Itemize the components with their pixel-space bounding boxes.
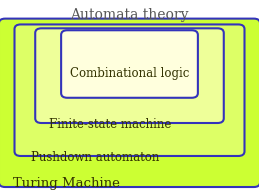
Text: Combinational logic: Combinational logic — [70, 67, 189, 80]
Text: Pushdown automaton: Pushdown automaton — [31, 151, 160, 164]
FancyBboxPatch shape — [15, 24, 244, 156]
FancyBboxPatch shape — [0, 19, 259, 187]
Text: Turing Machine: Turing Machine — [13, 177, 120, 190]
FancyBboxPatch shape — [35, 28, 224, 123]
Text: Finite-state machine: Finite-state machine — [49, 118, 171, 131]
Text: Automata theory: Automata theory — [70, 8, 189, 22]
FancyBboxPatch shape — [61, 30, 198, 98]
